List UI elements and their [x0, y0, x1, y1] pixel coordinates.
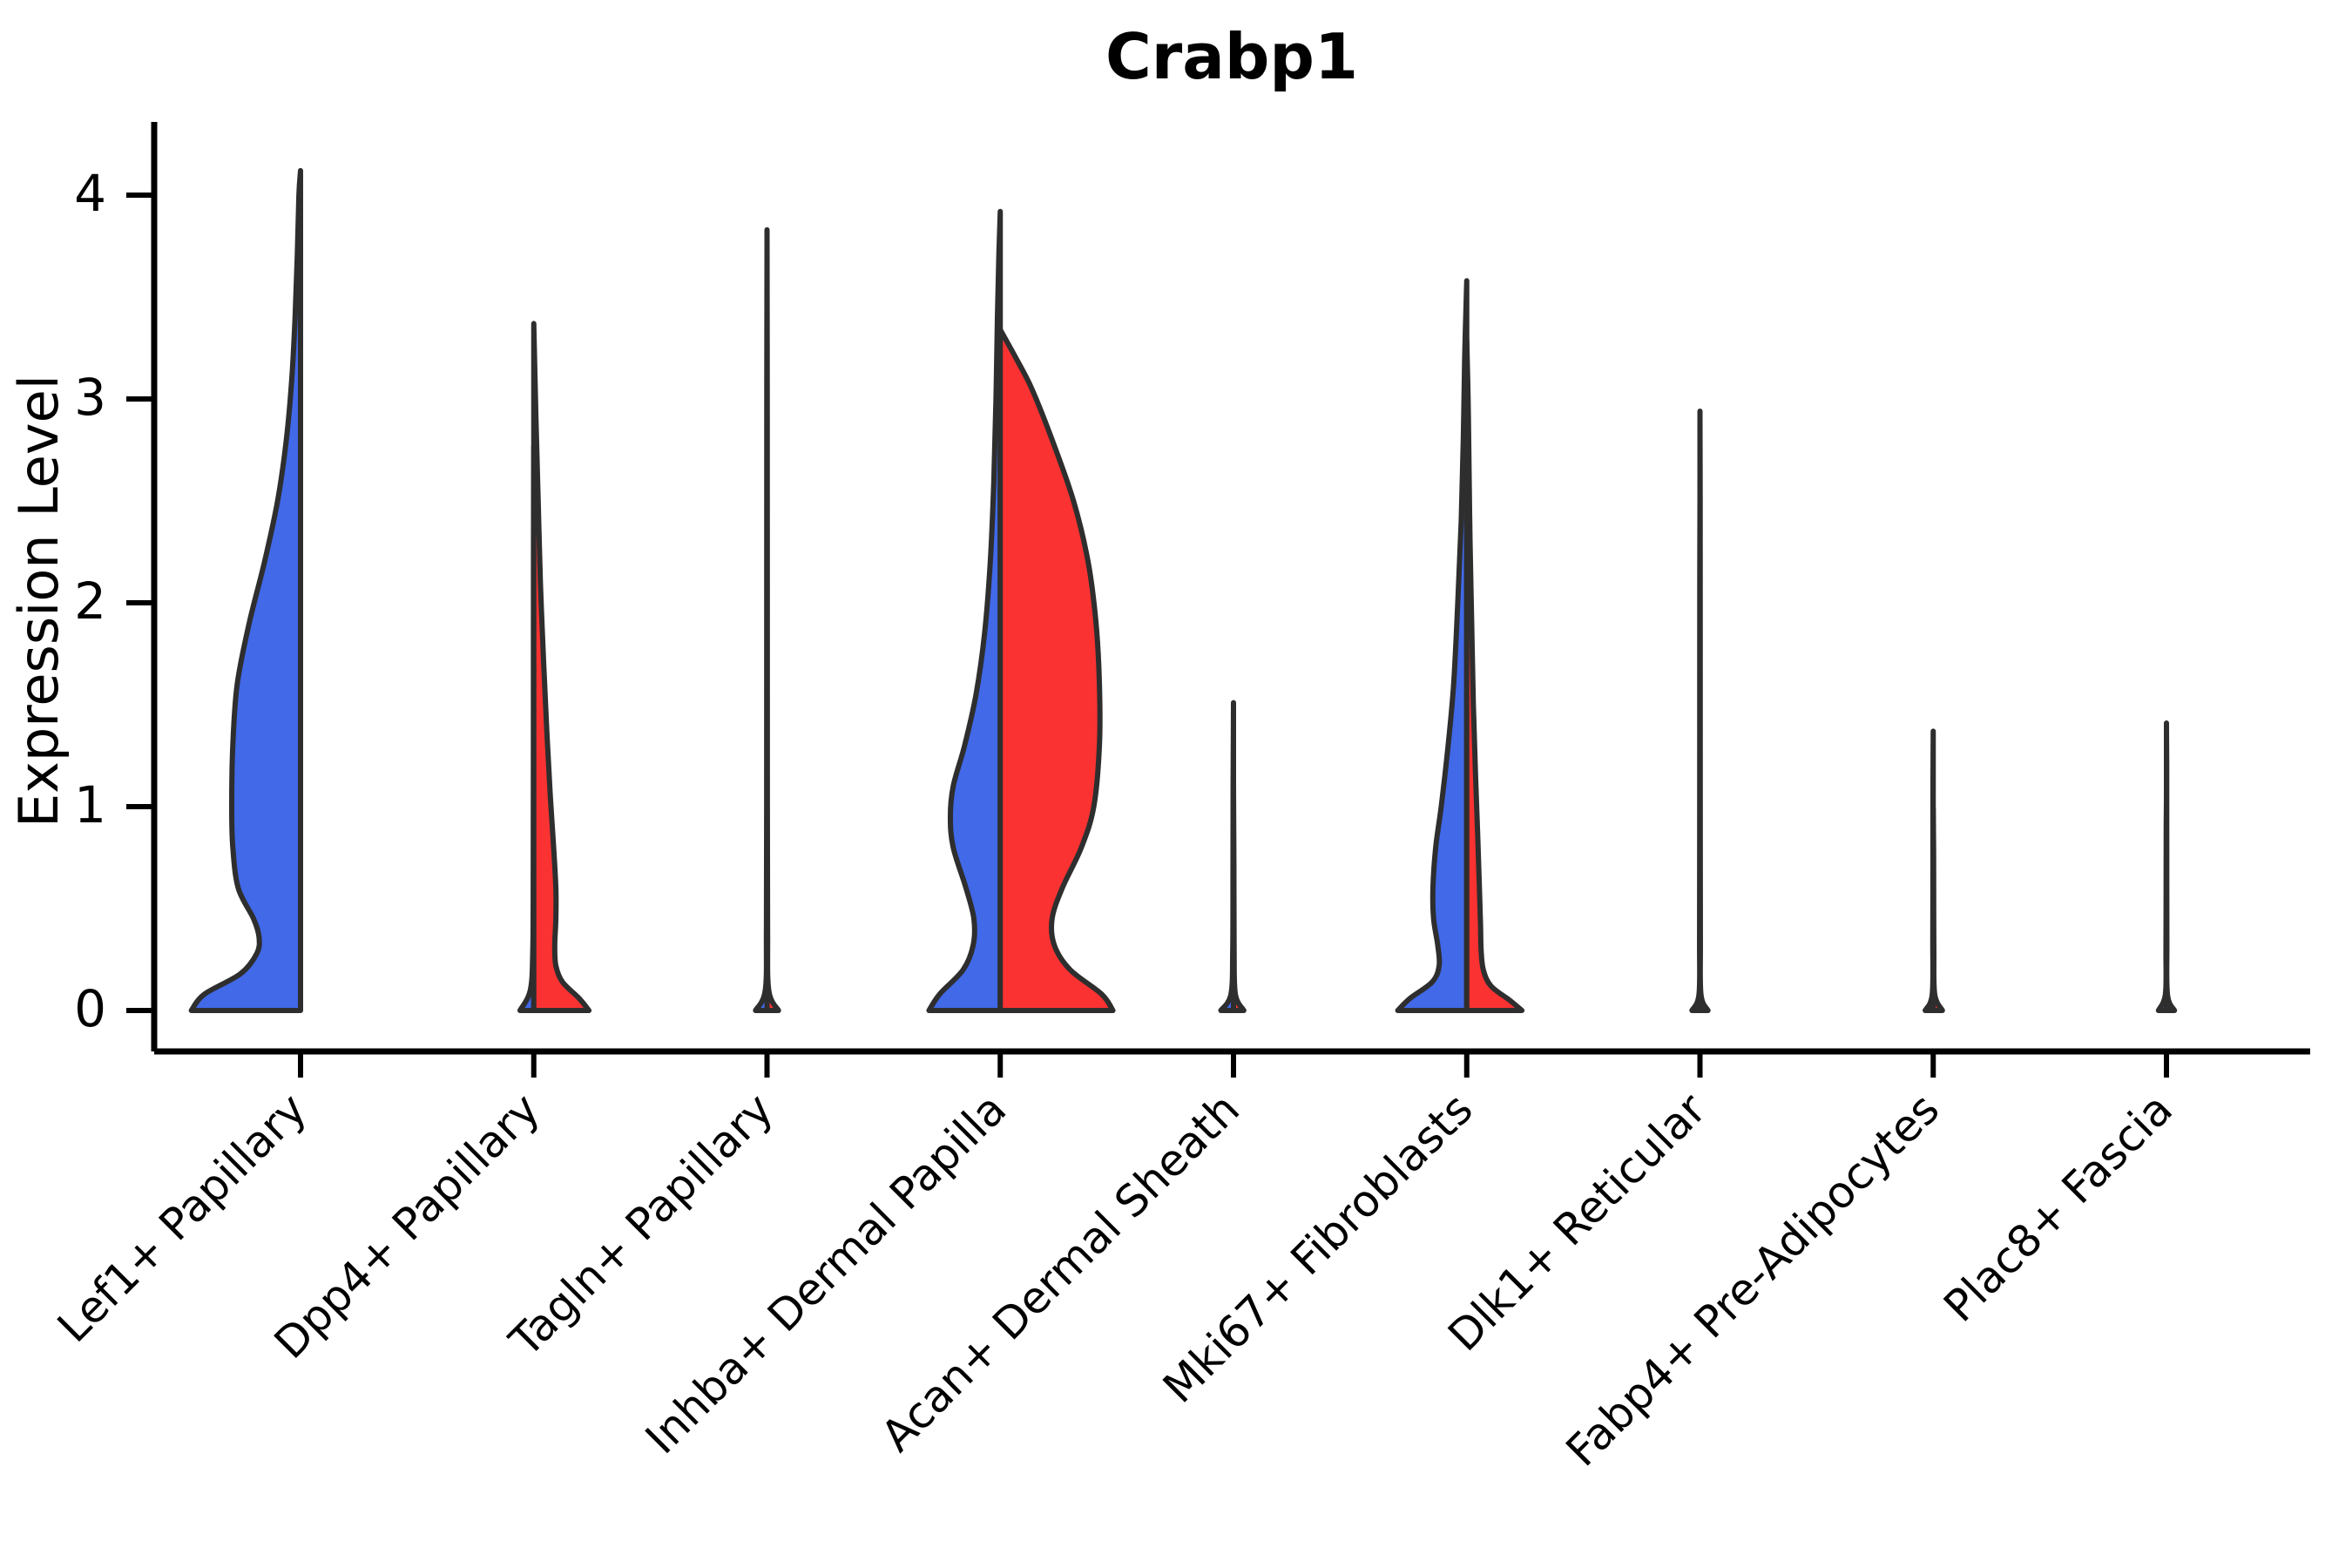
y-axis-title: Expression Level [7, 375, 71, 828]
violin-shape [1697, 409, 1711, 1013]
violin-shapes [188, 167, 2178, 1013]
y-tick-label: 3 [74, 368, 106, 427]
x-axis-ticks [298, 1051, 2169, 1078]
violin-shape [2164, 720, 2178, 1013]
violin-shape [1930, 806, 1945, 1013]
violin-shape [531, 321, 592, 1013]
y-tick-label: 4 [74, 164, 106, 223]
violin-shape [997, 327, 1116, 1013]
violin-shape [1231, 781, 1247, 1013]
violin-shape [188, 167, 303, 1013]
violin-shape [764, 226, 781, 1013]
chart-title: Crabp1 [1105, 20, 1358, 93]
y-tick-label: 1 [74, 775, 106, 835]
violin-shape [926, 208, 1004, 1013]
y-tick-label: 0 [74, 979, 106, 1038]
violin-shape [1395, 278, 1470, 1013]
y-axis-ticks: 0 1 2 3 4 [74, 164, 154, 1038]
y-tick-label: 2 [74, 571, 106, 631]
violin-shape [1463, 337, 1525, 1013]
